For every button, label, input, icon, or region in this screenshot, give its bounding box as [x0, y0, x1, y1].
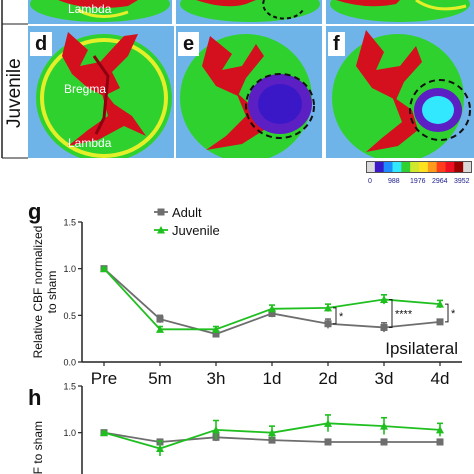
color-scale-tick-label: 0 [368, 178, 372, 185]
juvenile-map-d [28, 26, 174, 158]
panel-letter-f: f [328, 32, 345, 56]
legend-label: Juvenile [172, 223, 220, 238]
data-point-juvenile [268, 304, 276, 313]
data-point-adult [436, 438, 444, 446]
data-point-adult [380, 438, 388, 446]
data-point-juvenile [156, 444, 164, 453]
adult-map-c [326, 0, 474, 24]
x-tick-label: 3d [375, 369, 394, 388]
lambda-label: Lambda [68, 136, 112, 150]
row-frame [1, 0, 28, 159]
data-point-juvenile [380, 295, 388, 303]
color-scale-border [366, 161, 472, 173]
juvenile-panel-f [326, 26, 474, 158]
data-point-juvenile [268, 428, 276, 437]
adult-map-b [176, 0, 322, 24]
data-point-adult [268, 309, 276, 317]
color-scale-ticks: 0 988 1976 2964 3952 [366, 178, 472, 188]
data-point-adult [156, 315, 164, 323]
color-scale-swatch [383, 161, 393, 173]
y-tick-label: 1.5 [63, 382, 76, 392]
color-scale-tick-label: 1976 [410, 178, 426, 185]
panel-letter-e: e [178, 32, 200, 56]
y-axis-label: Relative CBF normalizedto sham [31, 226, 59, 359]
color-scale-swatch [374, 161, 385, 173]
color-scale-swatch [392, 161, 402, 173]
x-tick-label: Pre [91, 369, 117, 388]
significance-bracket [445, 303, 449, 323]
color-scale-swatch [445, 161, 455, 173]
color-scale-tick-label: 3952 [454, 178, 470, 185]
data-point-adult [268, 436, 276, 444]
x-tick-label: 3h [207, 369, 226, 388]
color-scale-tick-label: 2964 [432, 178, 448, 185]
color-scale-swatch [410, 161, 420, 173]
y-tick-label: 0.5 [63, 311, 76, 321]
significance-label: * [451, 308, 456, 320]
adult-panel-b-partial [176, 0, 322, 24]
juvenile-map-e [176, 26, 322, 158]
significance-bracket [389, 298, 393, 328]
significance-label: **** [395, 308, 413, 320]
y-tick-label: 0.0 [63, 358, 76, 368]
color-scale-swatch [419, 161, 429, 173]
color-scale-swatch [454, 161, 464, 173]
juvenile-panel-e [176, 26, 322, 158]
data-point-juvenile [212, 325, 220, 333]
color-scale-bar [366, 161, 473, 173]
data-point-juvenile [100, 264, 108, 273]
x-tick-label: 5m [148, 369, 172, 388]
top-lambda-label: Lambda [68, 2, 112, 16]
adult-panel-a-partial: Lambda [28, 0, 172, 24]
data-point-juvenile [324, 303, 332, 312]
legend-label: Adult [172, 205, 202, 220]
juvenile-panel-d: Bregma Lambda [28, 26, 174, 158]
x-tick-label: 4d [431, 369, 450, 388]
adult-panel-c-partial [326, 0, 474, 24]
y-tick-label: 1.0 [63, 428, 76, 438]
y-tick-label: 1.0 [63, 264, 76, 274]
color-scale-swatch [366, 161, 376, 173]
color-scale-swatch [463, 161, 473, 173]
legend-marker [157, 226, 165, 234]
data-point-juvenile [212, 425, 220, 434]
bregma-label: Bregma [64, 82, 107, 96]
data-point-juvenile [380, 422, 388, 430]
adult-map-a [28, 0, 172, 24]
color-scale: 0 988 1976 2964 3952 [366, 160, 473, 185]
y-tick-label: 1.5 [63, 218, 76, 228]
panel-letter-d: d [30, 32, 53, 56]
chart-annotation: Ipsilateral [385, 339, 458, 358]
data-point-adult [212, 330, 220, 338]
data-point-juvenile [100, 428, 108, 437]
y-axis-label: CBF to sham [31, 421, 45, 474]
data-point-adult [436, 318, 444, 326]
x-tick-label: 2d [319, 369, 338, 388]
color-scale-swatch [436, 161, 446, 173]
data-point-juvenile [324, 419, 332, 427]
data-point-juvenile [436, 300, 444, 308]
data-point-adult [380, 323, 388, 331]
panel-letter-h: h [28, 385, 42, 410]
data-point-adult [324, 320, 332, 328]
panel-letter-g: g [28, 199, 42, 224]
color-scale-swatch [401, 161, 411, 173]
significance-bracket [333, 307, 337, 325]
color-scale-tick-label: 988 [388, 178, 400, 185]
data-point-juvenile [156, 325, 164, 333]
color-scale-swatch [427, 161, 438, 173]
x-tick-label: 1d [263, 369, 282, 388]
significance-label: * [339, 311, 344, 323]
legend-marker [157, 208, 165, 216]
data-point-juvenile [436, 425, 444, 434]
juvenile-map-f [326, 26, 474, 158]
data-point-adult [324, 438, 332, 446]
